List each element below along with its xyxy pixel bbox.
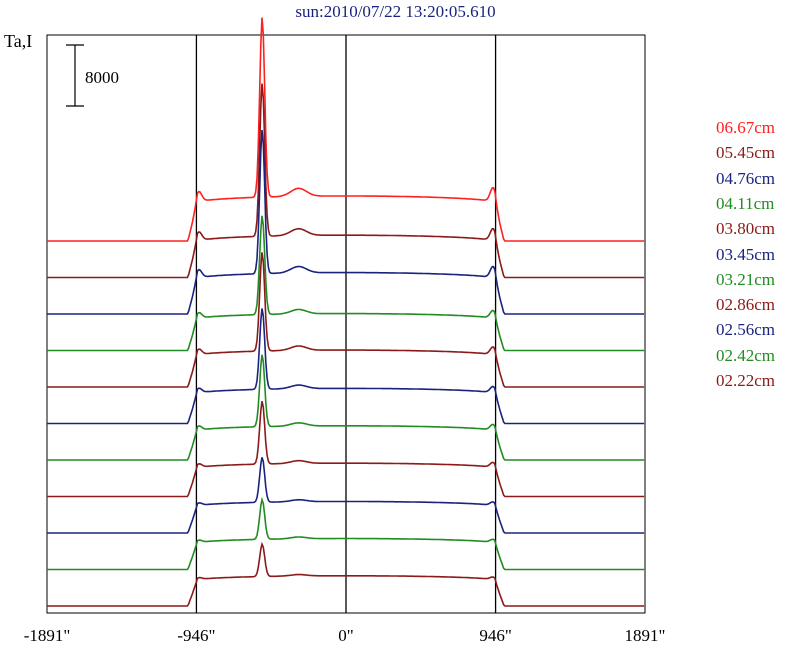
legend-item: 04.76cm	[716, 168, 776, 188]
legend-item: 02.86cm	[716, 295, 776, 315]
legend-item: 02.42cm	[716, 345, 776, 365]
series-line-03.45cm	[47, 308, 645, 425]
series-line-03.80cm	[47, 252, 645, 388]
y-axis-label: Ta,I	[4, 31, 33, 51]
x-tick-label: 1891"	[625, 626, 666, 645]
series-line-02.86cm	[47, 401, 645, 498]
legend-item: 03.21cm	[716, 269, 776, 289]
scale-bar: 8000	[66, 44, 119, 107]
x-tick-label: 946"	[479, 626, 511, 645]
legend-item: 05.45cm	[716, 143, 776, 163]
series-line-02.22cm	[47, 541, 645, 607]
legend-item: 02.22cm	[716, 371, 776, 390]
series-line-02.56cm	[47, 457, 645, 534]
series-line-02.42cm	[47, 496, 645, 571]
legend-item: 02.56cm	[716, 320, 776, 340]
legend-item: 04.11cm	[716, 193, 775, 213]
series-line-06.67cm	[47, 17, 645, 242]
x-tick-labels: -1891" -946" 0" 946" 1891"	[24, 626, 666, 645]
scale-bar-label: 8000	[85, 68, 119, 87]
series-line-05.45cm	[47, 83, 645, 279]
x-tick-label: -1891"	[24, 626, 71, 645]
legend-item: 03.80cm	[716, 219, 776, 239]
series-line-03.21cm	[47, 354, 645, 461]
legend-item: 03.45cm	[716, 244, 776, 264]
series-line-04.11cm	[47, 215, 645, 352]
chart-title: sun:2010/07/22 13:20:05.610	[295, 2, 496, 21]
legend-item: 06.67cm	[716, 118, 776, 137]
series-line-04.76cm	[47, 129, 645, 315]
reference-lines	[195, 35, 497, 613]
x-tick-label: 0"	[338, 626, 353, 645]
series-group	[47, 17, 645, 607]
x-tick-label: -946"	[177, 626, 215, 645]
